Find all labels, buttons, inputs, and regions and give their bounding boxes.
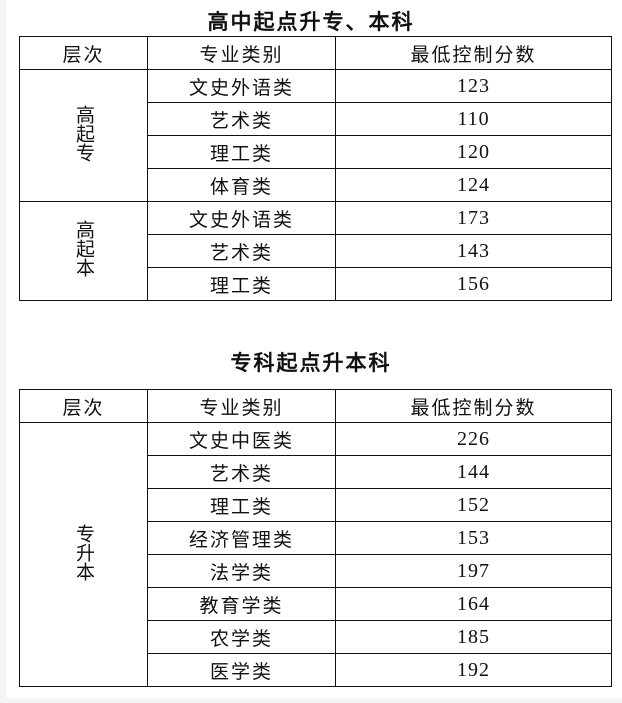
level-cell: 高起专 [19, 69, 148, 202]
table-row: 艺术类 110 [20, 102, 612, 136]
table-row: 高起本 文史外语类 173 [19, 201, 612, 301]
score-cell: 226 [335, 422, 612, 456]
table-row: 专升本 文史中医类 226 [19, 422, 612, 687]
category-cell: 经济管理类 [147, 521, 336, 555]
category-cell: 艺术类 [147, 455, 336, 489]
score-cell: 153 [335, 521, 612, 555]
score-cell: 164 [335, 587, 612, 621]
score-cell: 192 [335, 653, 612, 687]
score-cell: 173 [335, 201, 612, 235]
category-cell: 教育学类 [147, 587, 336, 621]
table-row: 经济管理类 153 [20, 521, 612, 555]
category-cell: 医学类 [147, 653, 336, 687]
score-cell: 144 [335, 455, 612, 489]
level-label: 高起本 [73, 220, 95, 277]
table-row: 理工类 156 [20, 267, 612, 301]
score-cell: 110 [335, 102, 612, 136]
category-cell: 艺术类 [147, 234, 336, 268]
category-cell: 艺术类 [147, 102, 336, 136]
level-label: 专升本 [73, 523, 95, 581]
score-cell: 152 [335, 488, 612, 522]
category-cell: 法学类 [147, 554, 336, 588]
score-cell: 197 [335, 554, 612, 588]
table-row: 理工类 152 [20, 488, 612, 522]
table-row: 教育学类 164 [20, 587, 612, 621]
category-cell: 理工类 [147, 135, 336, 169]
column-header: 层次 [19, 389, 148, 423]
score-table-high-school-start: 层次 专业类别 最低控制分数 高起专 文史外语类 123 艺术类 110 理工类 120 体育类 12… [19, 36, 612, 301]
category-cell: 理工类 [147, 267, 336, 301]
score-table-college-start: 层次 专业类别 最低控制分数专升本 文史中医类 226 艺术类 144 理工类 152 经济管理类… [19, 389, 612, 687]
table-row: 高起专 文史外语类 123 [19, 69, 612, 202]
table-row: 法学类 197 [20, 554, 612, 588]
category-cell: 文史外语类 [147, 201, 336, 235]
header-row: 层次 专业类别 最低控制分数 [19, 389, 612, 423]
level-label: 高起专 [73, 104, 95, 162]
column-header: 专业类别 [147, 389, 336, 423]
category-cell: 农学类 [147, 620, 336, 654]
score-cell: 123 [335, 69, 612, 103]
score-cell: 120 [335, 135, 612, 169]
category-cell: 体育类 [147, 168, 336, 202]
level-cell: 专升本 [19, 422, 148, 687]
table-row: 医学类 192 [20, 653, 612, 687]
score-cell: 124 [335, 168, 612, 202]
level-cell: 高起本 [19, 201, 148, 301]
column-header: 最低控制分数 [335, 36, 612, 70]
column-header: 专业类别 [147, 36, 336, 70]
category-cell: 文史外语类 [147, 69, 336, 103]
column-header: 层次 [19, 36, 148, 70]
table-title: 高中起点升专、本科 [207, 9, 415, 34]
score-cell: 156 [335, 267, 612, 301]
column-header: 最低控制分数 [335, 389, 612, 423]
score-cell: 185 [335, 620, 612, 654]
category-cell: 文史中医类 [147, 422, 336, 456]
score-cell: 143 [335, 234, 612, 268]
table-row: 农学类 185 [20, 620, 612, 654]
table-row: 艺术类 144 [20, 455, 612, 489]
header-row: 层次 专业类别 最低控制分数 [19, 36, 612, 70]
category-cell: 理工类 [147, 488, 336, 522]
table-row: 体育类 124 [20, 168, 612, 202]
table-row: 艺术类 143 [20, 234, 612, 268]
table-title: 专科起点升本科 [230, 350, 392, 375]
